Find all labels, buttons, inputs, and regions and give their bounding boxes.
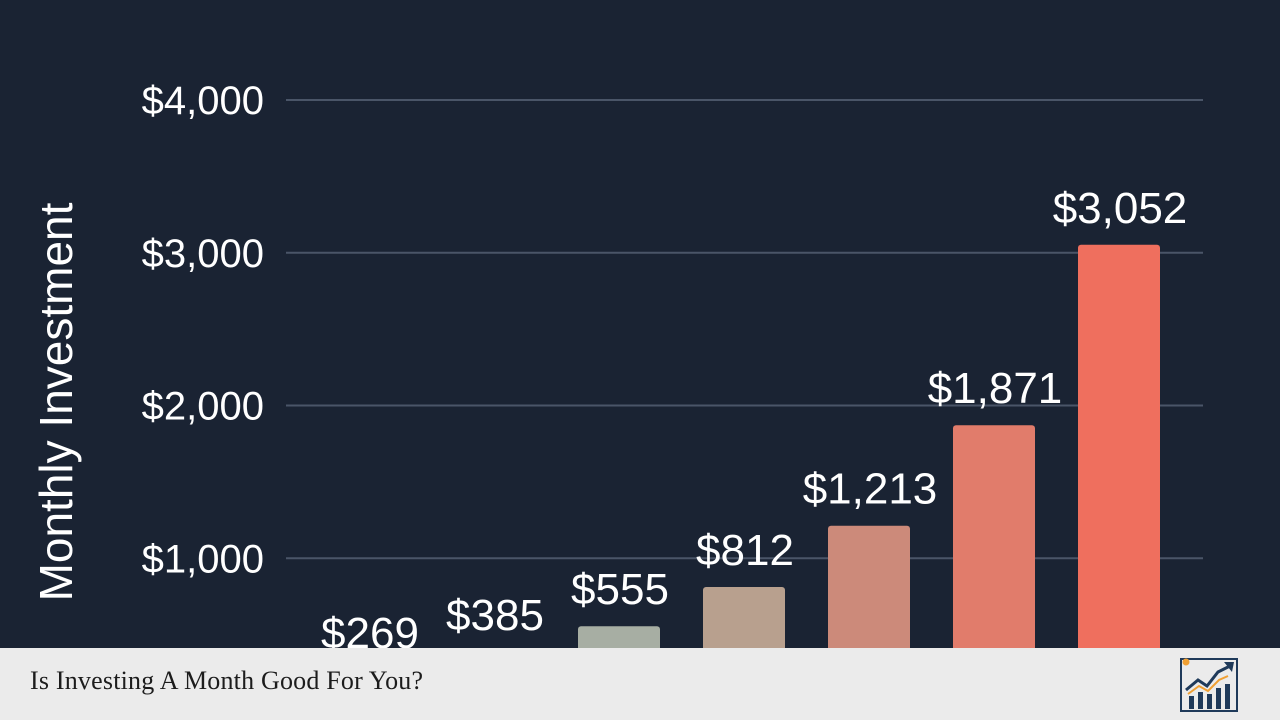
bar-value-label: $812 <box>696 526 794 575</box>
bars <box>328 245 1160 648</box>
chart-area: $1,000 $2,000 $3,000 $4,000 $269 $385 $555 $81… <box>0 0 1280 648</box>
bar-value-label: $1,871 <box>928 364 1063 413</box>
bar-value-label: $1,213 <box>803 465 938 514</box>
bar-value-label: $3,052 <box>1053 184 1188 233</box>
bar-value-label: $555 <box>571 565 669 614</box>
gridlines <box>286 100 1203 558</box>
bar <box>1078 245 1160 648</box>
y-tick-label: $1,000 <box>142 537 264 581</box>
y-tick-label: $2,000 <box>142 385 264 429</box>
y-tick-label: $3,000 <box>142 232 264 276</box>
footer-title: Is Investing A Month Good For You? <box>30 666 423 696</box>
footer-bar: Is Investing A Month Good For You? <box>0 648 1280 720</box>
chart-growth-logo-icon <box>1180 656 1238 712</box>
bar <box>828 526 910 648</box>
y-axis-ticks: $1,000 $2,000 $3,000 $4,000 <box>142 79 264 581</box>
bar-value-label: $269 <box>321 609 419 648</box>
bar <box>703 587 785 648</box>
bar-chart: $1,000 $2,000 $3,000 $4,000 $269 $385 $555 $81… <box>0 0 1280 648</box>
bar-value-label: $385 <box>446 591 544 640</box>
y-axis-label: Monthly Investment <box>30 202 82 601</box>
bar <box>953 425 1035 648</box>
y-tick-label: $4,000 <box>142 79 264 123</box>
bar <box>578 626 660 648</box>
